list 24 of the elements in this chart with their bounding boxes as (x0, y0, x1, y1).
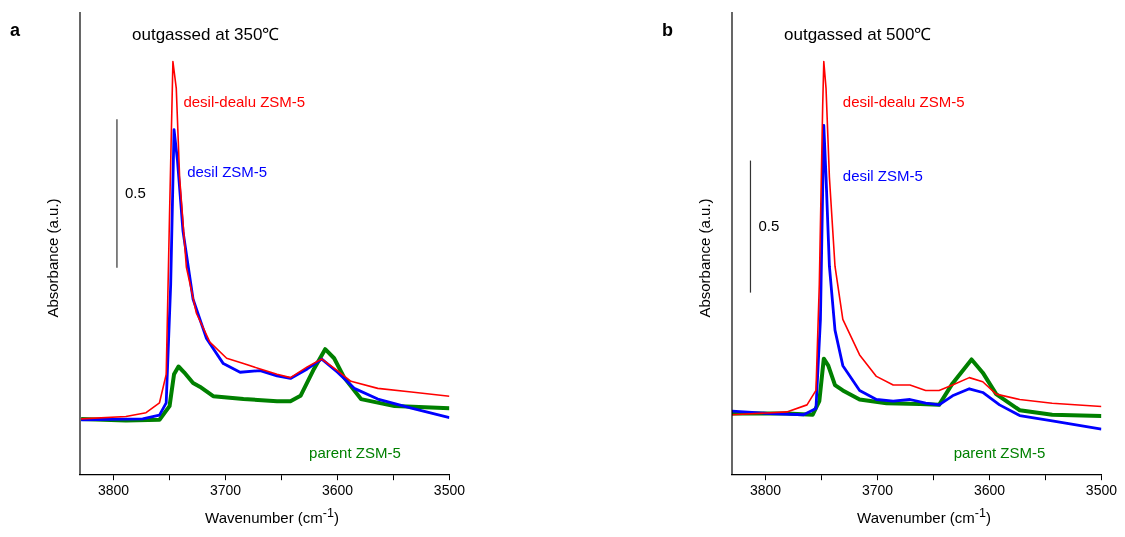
chart-title: outgassed at 350℃ (132, 24, 280, 45)
x-tick-label: 3500 (1085, 482, 1118, 499)
annotation: 0.5 (758, 216, 780, 234)
x-tick-label: 3800 (750, 482, 782, 499)
x-tick-label: 3600 (973, 482, 1006, 499)
series-label: parent ZSM-5 (953, 443, 1046, 461)
x-tick-label: 3700 (209, 482, 242, 499)
y-axis-title: Absorbance (a.u.) (695, 198, 713, 318)
text: b (662, 20, 673, 41)
series-label: desil ZSM-5 (842, 167, 923, 185)
series-label: desil-dealu ZSM-5 (183, 92, 306, 110)
x-axis-title: Wavenumber (cm$^{-1}$) (205, 506, 339, 526)
series-label: desil-dealu ZSM-5 (842, 92, 965, 110)
x-tick-label: 3700 (861, 482, 894, 499)
chart-title: outgassed at 500℃ (784, 24, 932, 45)
x-axis-title: Wavenumber (cm$^{-1}$) (857, 506, 991, 526)
x-tick-label: 3500 (433, 482, 466, 499)
annotation: 0.5 (124, 183, 146, 201)
y-axis-title: Absorbance (a.u.) (43, 198, 61, 318)
text: a (10, 20, 21, 41)
series-label: desil ZSM-5 (187, 163, 268, 181)
text: parent ZSM-5 (309, 443, 401, 461)
x-tick-label: 3600 (321, 482, 354, 499)
x-tick-label: 3800 (98, 482, 130, 499)
